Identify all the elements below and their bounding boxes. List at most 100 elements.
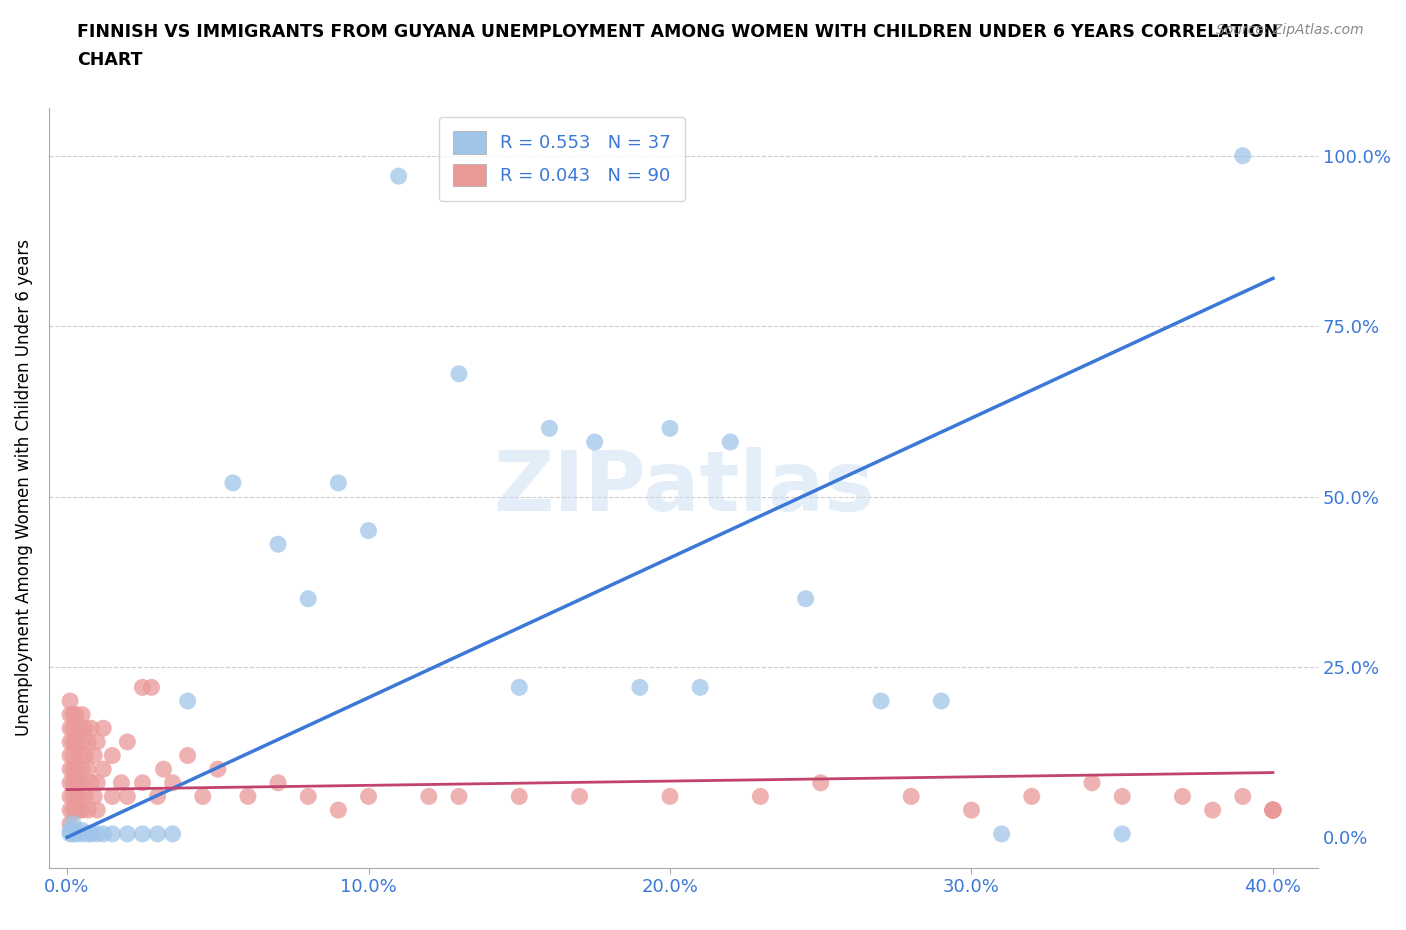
Point: [91, 721, 114, 736]
Point: [357, 524, 380, 538]
Point: [59, 817, 82, 831]
Point: [62, 707, 84, 722]
Point: [77, 735, 100, 750]
Point: [91, 762, 114, 777]
Point: [83, 789, 105, 804]
Point: [117, 827, 139, 842]
Point: [1261, 803, 1284, 817]
Point: [659, 789, 682, 804]
Point: [1021, 789, 1043, 804]
Point: [62, 827, 84, 842]
Point: [538, 421, 561, 436]
Point: [70, 803, 93, 817]
Point: [91, 827, 114, 842]
Point: [176, 748, 198, 763]
Point: [75, 789, 97, 804]
Point: [62, 762, 84, 777]
Point: [357, 789, 380, 804]
Point: [70, 827, 93, 842]
Point: [929, 694, 952, 709]
Point: [62, 789, 84, 804]
Point: [870, 694, 893, 709]
Point: [141, 680, 163, 695]
Point: [62, 817, 84, 831]
Point: [59, 823, 82, 838]
Point: [101, 827, 124, 842]
Point: [131, 680, 153, 695]
Text: CHART: CHART: [77, 51, 143, 69]
Point: [110, 776, 132, 790]
Point: [117, 735, 139, 750]
Point: [77, 827, 100, 842]
Point: [59, 803, 82, 817]
Point: [162, 776, 184, 790]
Point: [59, 735, 82, 750]
Point: [447, 366, 470, 381]
Point: [65, 827, 87, 842]
Point: [59, 776, 82, 790]
Point: [67, 776, 90, 790]
Point: [810, 776, 832, 790]
Point: [70, 707, 93, 722]
Point: [101, 789, 124, 804]
Point: [162, 827, 184, 842]
Point: [70, 735, 93, 750]
Point: [1232, 148, 1254, 163]
Point: [67, 789, 90, 804]
Text: Source: ZipAtlas.com: Source: ZipAtlas.com: [1216, 23, 1364, 37]
Point: [131, 776, 153, 790]
Point: [83, 748, 105, 763]
Point: [508, 789, 530, 804]
Point: [70, 776, 93, 790]
Point: [418, 789, 440, 804]
Point: [62, 748, 84, 763]
Point: [65, 789, 87, 804]
Point: [67, 803, 90, 817]
Point: [900, 789, 922, 804]
Point: [1232, 789, 1254, 804]
Point: [1261, 803, 1284, 817]
Point: [77, 803, 100, 817]
Point: [86, 735, 108, 750]
Point: [1261, 803, 1284, 817]
Point: [176, 694, 198, 709]
Point: [794, 591, 817, 606]
Point: [508, 680, 530, 695]
Point: [75, 721, 97, 736]
Point: [146, 827, 169, 842]
Point: [101, 748, 124, 763]
Point: [86, 803, 108, 817]
Point: [65, 803, 87, 817]
Y-axis label: Unemployment Among Women with Children Under 6 years: Unemployment Among Women with Children U…: [15, 240, 32, 737]
Point: [990, 827, 1012, 842]
Point: [749, 789, 772, 804]
Point: [59, 721, 82, 736]
Point: [1111, 789, 1133, 804]
Point: [62, 721, 84, 736]
Point: [447, 789, 470, 804]
Point: [67, 748, 90, 763]
Point: [1171, 789, 1194, 804]
Point: [328, 475, 350, 490]
Point: [222, 475, 245, 490]
Point: [1261, 803, 1284, 817]
Point: [1081, 776, 1104, 790]
Point: [267, 537, 290, 551]
Point: [1261, 803, 1284, 817]
Point: [59, 748, 82, 763]
Point: [131, 827, 153, 842]
Point: [70, 762, 93, 777]
Point: [267, 776, 290, 790]
Point: [583, 434, 606, 449]
Point: [77, 762, 100, 777]
Point: [59, 789, 82, 804]
Point: [1261, 803, 1284, 817]
Point: [1111, 827, 1133, 842]
Point: [70, 823, 93, 838]
Point: [59, 707, 82, 722]
Point: [689, 680, 711, 695]
Text: FINNISH VS IMMIGRANTS FROM GUYANA UNEMPLOYMENT AMONG WOMEN WITH CHILDREN UNDER 6: FINNISH VS IMMIGRANTS FROM GUYANA UNEMPL…: [77, 23, 1278, 41]
Point: [191, 789, 214, 804]
Point: [65, 707, 87, 722]
Point: [86, 776, 108, 790]
